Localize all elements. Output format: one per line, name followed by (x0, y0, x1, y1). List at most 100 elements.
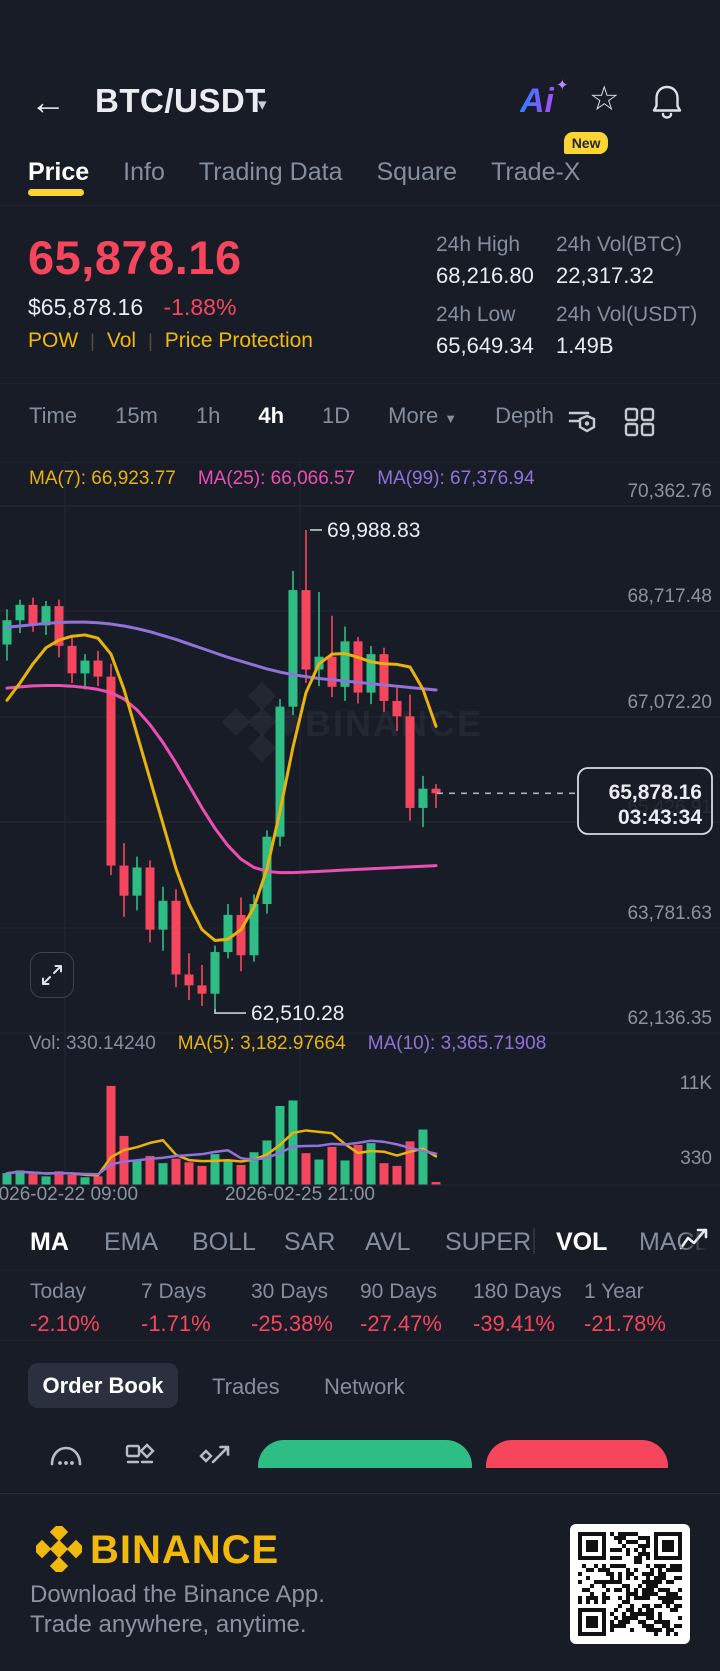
perf-7-days: 7 Days -1.71% (141, 1280, 211, 1337)
divider: | (90, 330, 95, 351)
indicator-macd[interactable]: MACD (639, 1228, 713, 1256)
interval-4h[interactable]: 4h (258, 403, 285, 428)
interval-time[interactable]: Time (29, 403, 78, 428)
indicator-ma[interactable]: MA (30, 1228, 69, 1256)
indicator-boll[interactable]: BOLL (192, 1228, 256, 1256)
ai-sparkle-icon: ✦ (556, 77, 569, 94)
interval-more-dropdown[interactable]: More ▼ (388, 403, 458, 428)
indicator-sar[interactable]: SAR (284, 1228, 336, 1256)
perf-label: 180 Days (473, 1280, 562, 1303)
tab-trades[interactable]: Trades (212, 1374, 280, 1399)
perf-value: -21.78% (584, 1311, 666, 1336)
tab-trade-x[interactable]: Trade-X New (491, 132, 609, 187)
indicator-super[interactable]: SUPER (445, 1228, 532, 1256)
interval-items: Time 15m 1h 4h 1D More ▼ Depth (29, 403, 554, 429)
stat-24h-vol-usdt: 24h Vol(USDT) 1.49B (556, 303, 706, 359)
perf-label: 7 Days (141, 1280, 207, 1303)
ma25-legend: MA(25): 66,066.57 (197, 468, 356, 489)
perf-label: 90 Days (360, 1280, 438, 1303)
tag-vol[interactable]: Vol (106, 329, 137, 352)
tab-network[interactable]: Network (324, 1374, 405, 1399)
tab-info[interactable]: Info (123, 158, 165, 186)
depth-button[interactable]: Depth (495, 403, 554, 428)
orders-layout-icon[interactable] (122, 1438, 158, 1477)
divider (0, 1493, 720, 1494)
perf-label: 1 Year (584, 1280, 644, 1303)
vol-value-legend: Vol: 330.14240 (29, 1033, 156, 1054)
svg-text:03:43:34: 03:43:34 (618, 806, 702, 829)
buy-button[interactable] (258, 1440, 472, 1468)
tag-price-protection[interactable]: Price Protection (164, 329, 313, 352)
indicator-settings-icon[interactable] (566, 406, 600, 443)
tab-price[interactable]: Price (28, 158, 90, 186)
perf-value: -1.71% (141, 1311, 211, 1336)
perf-180-days: 180 Days -39.41% (473, 1280, 562, 1337)
stat-24h-low: 24h Low 65,649.34 (436, 303, 586, 359)
vol-ma5-legend: MA(5): 3,182.97664 (177, 1033, 346, 1054)
perf-value: -39.41% (473, 1311, 555, 1336)
pair-title[interactable]: BTC/USDT (95, 82, 266, 119)
svg-text:62,510.28: 62,510.28 (251, 1002, 344, 1025)
indicator-vol[interactable]: VOL (556, 1228, 608, 1256)
divider: | (148, 330, 153, 351)
stat-24h-high: 24h High 68,216.80 (436, 233, 586, 289)
nav-tabs: Price Info Trading Data Square Trade-X New (28, 132, 609, 187)
performance-panel: Today -2.10% 7 Days -1.71% 30 Days -25.38% 90 … (0, 1270, 720, 1341)
binance-wordmark: BINANCE (90, 1528, 280, 1572)
svg-text:11K: 11K (680, 1073, 713, 1094)
fiat-price-row: $65,878.16 -1.88% (28, 294, 236, 321)
perf-label: 30 Days (251, 1280, 329, 1303)
interval-1d[interactable]: 1D (322, 403, 351, 428)
interval-1h[interactable]: 1h (195, 403, 221, 428)
qr-code (570, 1524, 690, 1644)
stat-label: 24h Vol(BTC) (556, 233, 683, 256)
pair-dropdown-icon[interactable]: ▾ (258, 95, 267, 114)
svg-text:70,362.76: 70,362.76 (627, 481, 712, 502)
trade-arrow-icon[interactable] (198, 1438, 234, 1477)
new-badge: New (563, 132, 609, 154)
tab-square[interactable]: Square (376, 158, 458, 186)
favorite-star-icon[interactable]: ☆ (589, 80, 620, 118)
svg-text:69,988.83: 69,988.83 (327, 519, 420, 542)
stat-24h-vol-btc: 24h Vol(BTC) 22,317.32 (556, 233, 706, 289)
stat-value: 65,649.34 (436, 333, 534, 358)
fullscreen-expand-button[interactable] (30, 952, 74, 998)
svg-text:65,878.16: 65,878.16 (609, 781, 702, 804)
perf-value: -27.47% (360, 1311, 442, 1336)
grid-layout-icon[interactable] (622, 406, 656, 443)
footer-tagline-text: Trade anywhere, anytime. (30, 1611, 307, 1638)
perf-1-year: 1 Year -21.78% (584, 1280, 666, 1337)
stat-label: 24h Vol(USDT) (556, 303, 698, 326)
svg-text:68,717.48: 68,717.48 (627, 586, 712, 607)
last-price: 65,878.16 (28, 231, 242, 284)
tag-pow[interactable]: POW (28, 329, 79, 352)
interval-15m[interactable]: 15m (115, 403, 158, 428)
perf-label: Today (30, 1280, 87, 1303)
active-tab-underline (28, 189, 84, 196)
divider (0, 205, 720, 206)
tab-order-book[interactable]: Order Book (28, 1363, 178, 1408)
ai-assistant-icon[interactable]: Ai (520, 82, 554, 120)
perf-value: -2.10% (30, 1311, 100, 1336)
svg-text:330: 330 (680, 1148, 712, 1169)
ma7-legend: MA(7): 66,923.77 (29, 468, 176, 489)
stat-label: 24h Low (436, 303, 516, 326)
tab-trading-data[interactable]: Trading Data (198, 158, 343, 186)
indicator-avl[interactable]: AVL (365, 1228, 411, 1256)
back-button[interactable]: ← (30, 81, 66, 122)
notification-bell-icon[interactable] (650, 84, 684, 125)
ma-legend: MA(7): 66,923.77 MA(25): 66,066.57 MA(99… (29, 468, 535, 490)
candlestick-chart[interactable]: BINANCE69,988.8362,510.2870,362.7668,717… (0, 462, 720, 1212)
indicator-chart-icon[interactable] (678, 1224, 710, 1261)
gauge-alert-icon[interactable] (48, 1438, 84, 1477)
volume-legend: Vol: 330.14240 MA(5): 3,182.97664 MA(10)… (29, 1033, 546, 1055)
stat-value: 1.49B (556, 333, 614, 358)
fiat-price: $65,878.16 (28, 294, 144, 320)
ma99-legend: MA(99): 67,376.94 (377, 468, 535, 489)
vol-ma10-legend: MA(10): 3,365.71908 (367, 1033, 547, 1054)
stat-label: 24h High (436, 233, 521, 256)
perf-today: Today -2.10% (30, 1280, 100, 1337)
sell-button[interactable] (486, 1440, 668, 1468)
indicator-ema[interactable]: EMA (104, 1228, 159, 1256)
